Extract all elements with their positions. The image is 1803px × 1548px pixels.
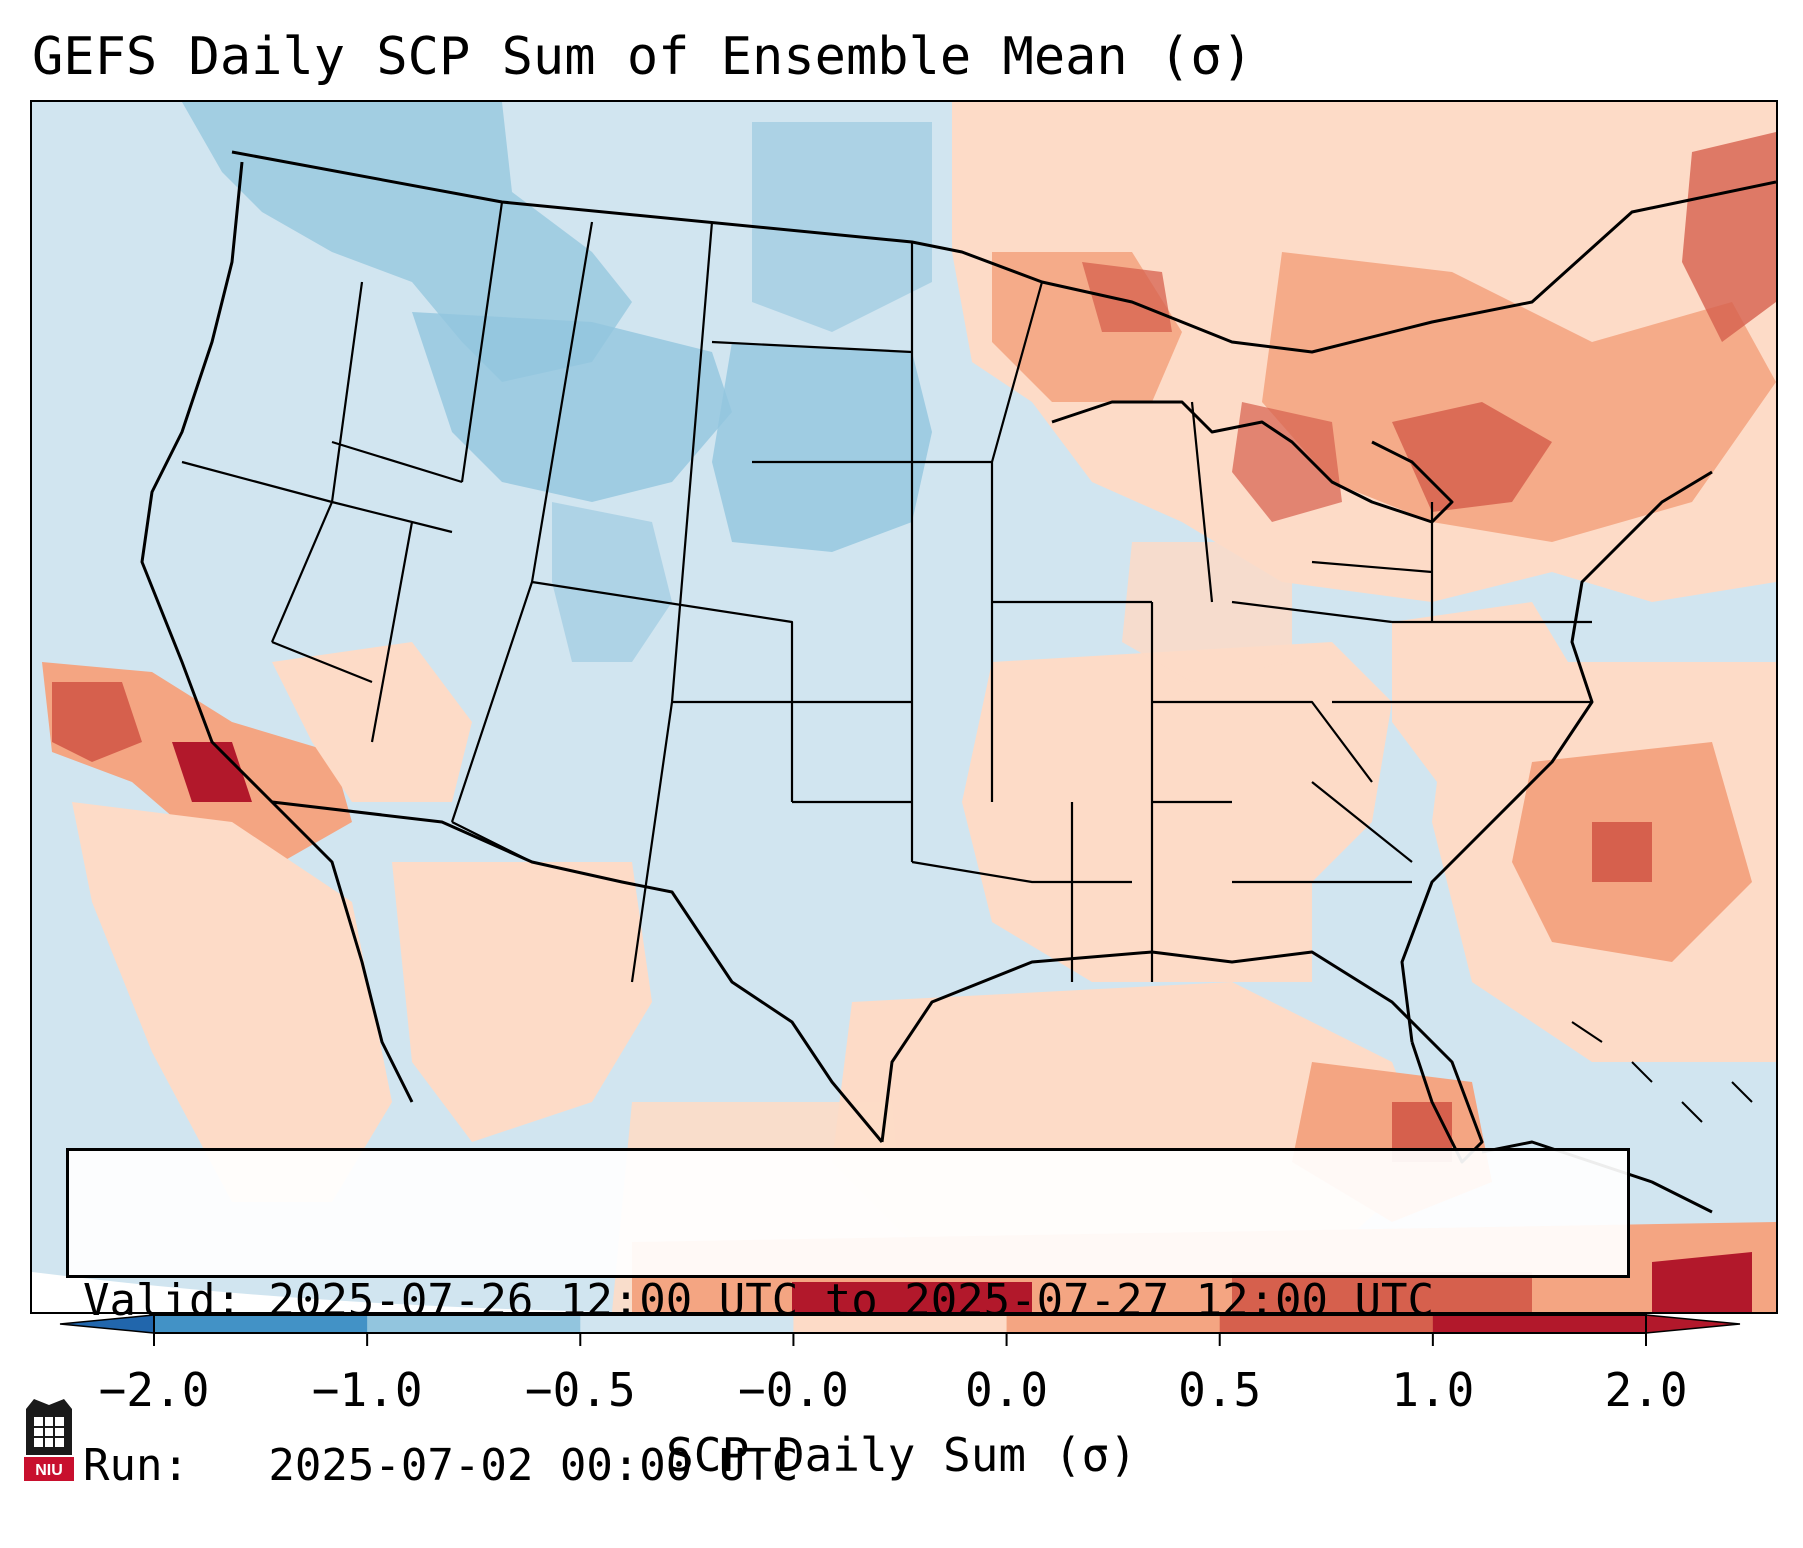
colorbar-segment bbox=[580, 1315, 794, 1333]
anomaly-region-northern-quebec bbox=[1082, 262, 1172, 332]
niu-logo: NIU bbox=[24, 1399, 74, 1481]
colorbar-over-triangle bbox=[1645, 1314, 1741, 1334]
colorbar-segment bbox=[367, 1315, 581, 1333]
colorbar-label: SCP Daily Sum (σ) bbox=[666, 1428, 1137, 1482]
logo-window-icon bbox=[34, 1417, 64, 1447]
chart-title: GEFS Daily SCP Sum of Ensemble Mean (σ) bbox=[32, 27, 1253, 87]
colorbar-under-triangle bbox=[59, 1314, 155, 1334]
bahamas bbox=[1571, 1021, 1753, 1123]
anomaly-region-caribbean-core bbox=[792, 1282, 1032, 1312]
projection-edge bbox=[32, 1272, 932, 1312]
anomaly-region-atlantic-peak bbox=[1592, 822, 1652, 882]
state-borders bbox=[181, 201, 1592, 983]
logo-badge bbox=[24, 1457, 74, 1481]
anomaly-region-caribbean-core-2 bbox=[1232, 1272, 1532, 1312]
anomaly-region-dakotas bbox=[712, 342, 932, 552]
colorbar-tick-label: −1.0 bbox=[311, 1363, 423, 1417]
colorbar-segment bbox=[1219, 1315, 1434, 1333]
colorbar-tick-label: −0.5 bbox=[524, 1363, 636, 1417]
great-lakes bbox=[1051, 400, 1454, 524]
us-canada-border bbox=[231, 150, 1776, 354]
map-panel bbox=[30, 100, 1778, 1314]
boundaries bbox=[140, 150, 1776, 1214]
anomaly-region-ohio-valley bbox=[1122, 542, 1292, 682]
validity-info-box: Valid: 2025-07-26 12:00 UTC to 2025-07-2… bbox=[66, 1148, 1630, 1491]
anomaly-region-quebec bbox=[1262, 252, 1776, 542]
colorbar-tick-label: 1.0 bbox=[1391, 1363, 1475, 1417]
logo-text: NIU bbox=[35, 1462, 63, 1479]
anomaly-region-montana bbox=[412, 312, 732, 502]
colorbar-tick-label: −2.0 bbox=[98, 1363, 210, 1417]
anomaly-region-new-england bbox=[1392, 402, 1552, 512]
anomaly-region-florida-core bbox=[1392, 1102, 1452, 1162]
anomaly-region-southeast-us bbox=[962, 642, 1392, 982]
logo-grid-icon bbox=[34, 1417, 64, 1447]
colorbar-segment bbox=[154, 1315, 368, 1333]
colorbar-segments bbox=[154, 1315, 1647, 1333]
colorbar-tick-label: −0.0 bbox=[738, 1363, 849, 1417]
pacific-coastline bbox=[140, 161, 414, 1103]
colorbar-outline bbox=[153, 1314, 1647, 1334]
anomaly-region-maritimes bbox=[1682, 132, 1776, 342]
anomaly-region-socal-core-2 bbox=[172, 742, 252, 802]
colorbar-tick-label: 0.5 bbox=[1178, 1363, 1262, 1417]
map-canvas bbox=[32, 102, 1776, 1312]
anomaly-region-baja bbox=[72, 802, 392, 1202]
colorbar-segment bbox=[793, 1315, 1008, 1333]
anomaly-region-socal-core bbox=[52, 682, 142, 762]
anomaly-region-northwest-mexico bbox=[392, 862, 652, 1142]
colorbar bbox=[59, 1314, 1741, 1346]
anomaly-region-lower-michigan bbox=[1232, 402, 1342, 522]
run-time-text: Run: 2025-07-02 00:00 UTC bbox=[83, 1440, 799, 1491]
colorbar-tick-label: 2.0 bbox=[1604, 1363, 1688, 1417]
colorbar-segment bbox=[1006, 1315, 1221, 1333]
colorbar-tick-label: 0.0 bbox=[965, 1363, 1049, 1417]
anomaly-region-hispaniola bbox=[1652, 1252, 1752, 1312]
anomaly-region-arizona bbox=[272, 642, 472, 802]
colorbar-ticks bbox=[153, 1333, 1647, 1346]
colorbar-segment bbox=[1432, 1315, 1647, 1333]
anomaly-region-north-dakota bbox=[752, 122, 932, 332]
us-mexico-border bbox=[271, 800, 884, 1143]
anomaly-region-wyoming bbox=[552, 502, 672, 662]
anomaly-region-canadian-prairies bbox=[182, 102, 632, 382]
